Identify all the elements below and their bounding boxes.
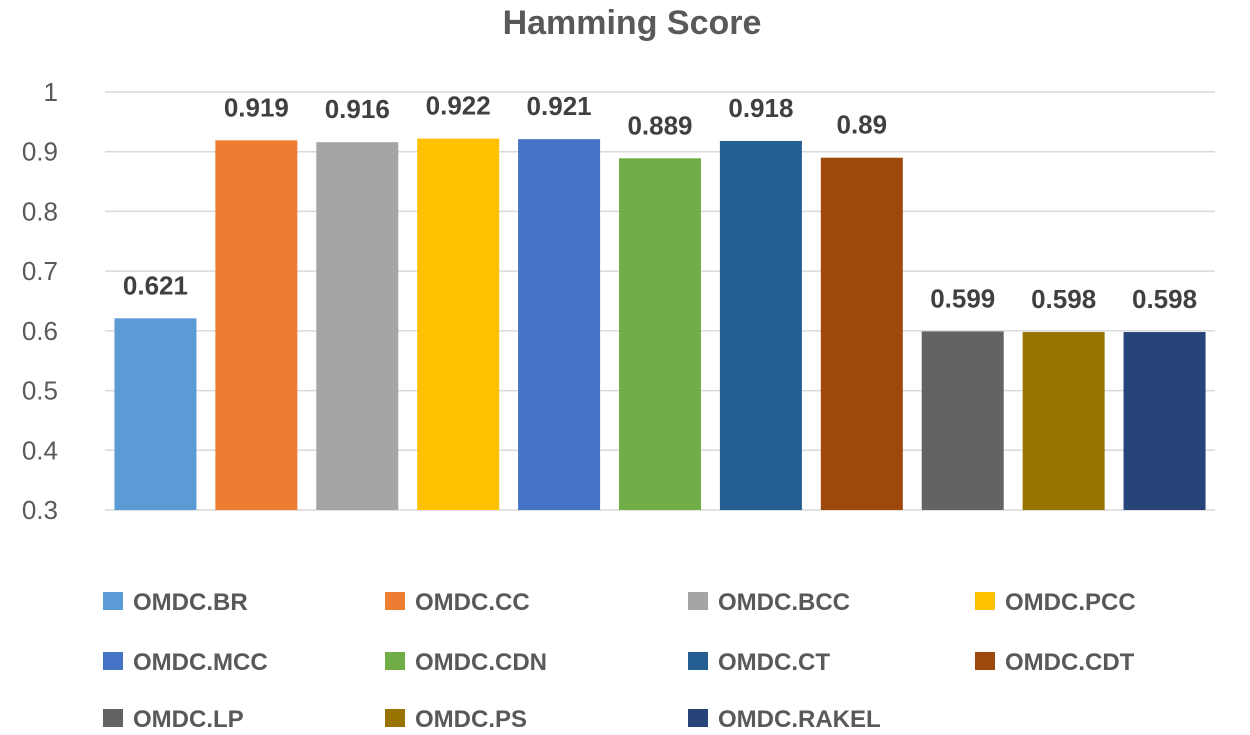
legend-item: OMDC.LP <box>103 706 244 733</box>
bar-omdc-bcc <box>316 142 399 510</box>
legend-label: OMDC.PCC <box>1005 589 1136 616</box>
data-label: 0.599 <box>930 283 995 313</box>
data-label: 0.621 <box>123 270 188 300</box>
legend-item: OMDC.CT <box>688 649 830 676</box>
bar-omdc-cc <box>215 140 298 510</box>
legend-label: OMDC.PS <box>415 706 527 733</box>
legend-item: OMDC.BR <box>103 589 248 616</box>
legend-item: OMDC.CC <box>385 589 530 616</box>
legend-swatch <box>385 652 405 670</box>
data-label: 0.916 <box>325 94 390 124</box>
legend-item: OMDC.MCC <box>103 649 268 676</box>
legend-swatch <box>103 652 123 670</box>
bar-omdc-cdt <box>820 157 903 510</box>
data-label: 0.89 <box>837 110 888 140</box>
data-label: 0.889 <box>627 110 692 140</box>
data-label: 0.598 <box>1132 284 1197 314</box>
bar-omdc-mcc <box>518 139 601 510</box>
y-tick-label: 0.5 <box>22 376 58 406</box>
y-tick-label: 0.4 <box>22 435 58 465</box>
legend-item: OMDC.RAKEL <box>688 706 881 733</box>
bar-omdc-cdn <box>619 158 701 511</box>
y-tick-label: 0.3 <box>22 495 58 525</box>
legend-label: OMDC.CDT <box>1005 649 1135 676</box>
y-tick-label: 0.8 <box>22 196 58 226</box>
y-tick-label: 0.9 <box>22 137 58 167</box>
legend-swatch <box>103 709 123 727</box>
legend-item: OMDC.BCC <box>688 589 850 616</box>
data-labels: 0.621 0.919 0.916 0.922 0.921 0.889 0.918 0.89 0… <box>123 91 1197 314</box>
legend-swatch <box>975 652 995 670</box>
y-axis-ticks: 0.3 0.4 0.5 0.6 0.7 0.8 0.9 1 <box>22 77 58 525</box>
legend-label: OMDC.BR <box>133 589 248 616</box>
bar-omdc-ct <box>719 140 802 511</box>
data-label: 0.598 <box>1031 284 1096 314</box>
legend-label: OMDC.RAKEL <box>718 706 881 733</box>
legend-label: OMDC.CDN <box>415 649 547 676</box>
y-tick-label: 0.7 <box>22 256 58 286</box>
legend-swatch <box>688 709 708 727</box>
legend-swatch <box>975 592 995 610</box>
legend-label: OMDC.CC <box>415 589 530 616</box>
data-label: 0.918 <box>728 93 793 123</box>
chart-title: Hamming Score <box>503 4 762 42</box>
legend-label: OMDC.LP <box>133 706 244 733</box>
legend-swatch <box>385 709 405 727</box>
legend-item: OMDC.PCC <box>975 589 1136 616</box>
data-label: 0.919 <box>224 92 289 122</box>
bar-omdc-ps <box>1022 332 1105 510</box>
legend-item: OMDC.CDN <box>385 649 547 676</box>
legend-label: OMDC.CT <box>718 649 830 676</box>
legend-item: OMDC.PS <box>385 706 527 733</box>
legend: OMDC.BR OMDC.CC OMDC.BCC OMDC.PCC OMDC.MCC OM… <box>103 589 1136 733</box>
data-label: 0.922 <box>426 91 491 121</box>
data-label: 0.921 <box>527 91 592 121</box>
bar-omdc-lp <box>921 331 1004 510</box>
legend-label: OMDC.MCC <box>133 649 268 676</box>
legend-label: OMDC.BCC <box>718 589 850 616</box>
legend-item: OMDC.CDT <box>975 649 1135 676</box>
legend-swatch <box>688 592 708 610</box>
y-tick-label: 0.6 <box>22 316 58 346</box>
legend-swatch <box>103 592 123 610</box>
bar-omdc-pcc <box>417 138 500 510</box>
bars <box>114 138 1206 511</box>
legend-swatch <box>385 592 405 610</box>
bar-omdc-br <box>114 318 197 510</box>
bar-omdc-rakel <box>1123 332 1206 510</box>
legend-swatch <box>688 652 708 670</box>
y-tick-label: 1 <box>44 77 58 107</box>
